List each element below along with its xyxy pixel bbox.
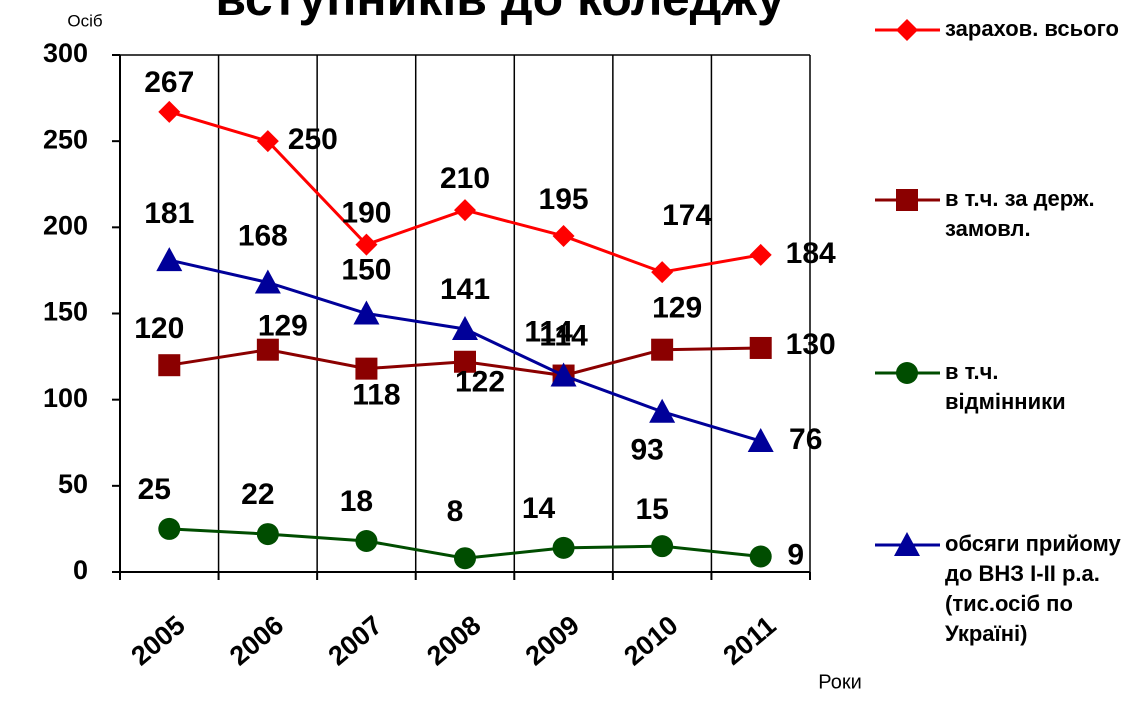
x-tick-label: 2005	[125, 610, 190, 672]
y-tick-label: 300	[43, 38, 88, 68]
data-label: 76	[789, 423, 822, 456]
marker	[454, 547, 476, 570]
x-tick-label: 2010	[618, 610, 683, 672]
y-tick-label: 0	[73, 555, 88, 585]
marker	[649, 398, 676, 423]
data-label: 93	[630, 434, 663, 467]
data-label: 9	[787, 538, 804, 571]
marker	[256, 338, 279, 361]
data-label: 150	[341, 253, 391, 286]
x-tick-label: 2006	[224, 610, 289, 672]
marker	[158, 517, 181, 540]
marker	[749, 545, 772, 568]
x-tick-label: 2007	[323, 610, 388, 672]
marker	[452, 316, 478, 341]
data-label: 184	[786, 237, 836, 270]
marker	[355, 529, 378, 552]
marker	[158, 354, 181, 377]
data-label: 22	[241, 478, 274, 511]
data-label: 267	[144, 66, 194, 99]
x-tick-label: 2009	[520, 610, 585, 672]
marker	[749, 243, 772, 266]
data-label: 129	[258, 310, 308, 343]
marker	[896, 19, 918, 41]
marker	[651, 535, 674, 558]
data-label: 141	[440, 273, 490, 306]
x-tick-label: 2008	[421, 610, 486, 672]
data-label: 8	[447, 495, 464, 528]
marker	[651, 261, 674, 284]
marker	[256, 523, 279, 546]
data-label: 250	[288, 123, 338, 156]
data-label: 130	[786, 328, 836, 361]
data-label: 114	[539, 319, 588, 352]
marker	[747, 428, 774, 453]
y-tick-label: 50	[58, 469, 88, 499]
x-axis-label: Роки	[818, 671, 862, 693]
marker	[158, 100, 181, 123]
legend-label: обсяги прийому до ВНЗ І-ІІ р.а. (тис.осі…	[945, 531, 1121, 646]
data-label: 129	[652, 292, 702, 325]
y-axis-label: Осіб	[67, 11, 103, 30]
data-label: 174	[662, 199, 712, 232]
x-tick-label: 2011	[717, 610, 781, 671]
marker	[355, 357, 378, 380]
data-label: 25	[138, 473, 171, 506]
chart-title: вступників до коледжу	[215, 0, 784, 26]
marker	[254, 269, 281, 294]
data-label: 14	[522, 492, 556, 525]
marker	[896, 189, 918, 211]
y-tick-label: 150	[43, 297, 88, 327]
marker	[749, 336, 772, 359]
data-label: 190	[341, 196, 391, 229]
marker	[256, 130, 279, 153]
legend-label: зарахов. всього	[945, 16, 1119, 41]
legend-label: в т.ч. відмінники	[945, 359, 1066, 414]
data-label: 15	[635, 493, 668, 526]
legend-label: в т.ч. за держ. замовл.	[945, 186, 1095, 241]
marker	[552, 536, 575, 559]
marker	[454, 350, 476, 373]
marker	[156, 247, 183, 272]
data-label: 120	[134, 312, 184, 345]
marker	[353, 300, 380, 325]
data-label: 181	[144, 197, 194, 230]
marker	[550, 362, 577, 387]
marker	[651, 338, 674, 361]
data-label: 168	[238, 219, 288, 252]
marker	[552, 224, 575, 247]
data-label: 122	[455, 366, 505, 399]
data-label: 195	[539, 183, 589, 216]
data-label: 18	[340, 485, 373, 518]
marker	[355, 233, 378, 256]
y-tick-label: 100	[43, 383, 88, 413]
y-tick-label: 200	[43, 210, 88, 240]
data-label: 114	[524, 315, 573, 348]
y-tick-label: 250	[43, 124, 88, 154]
marker	[896, 362, 918, 384]
marker	[894, 532, 920, 556]
data-label: 118	[352, 379, 400, 412]
data-label: 210	[440, 162, 490, 195]
marker	[454, 199, 476, 222]
